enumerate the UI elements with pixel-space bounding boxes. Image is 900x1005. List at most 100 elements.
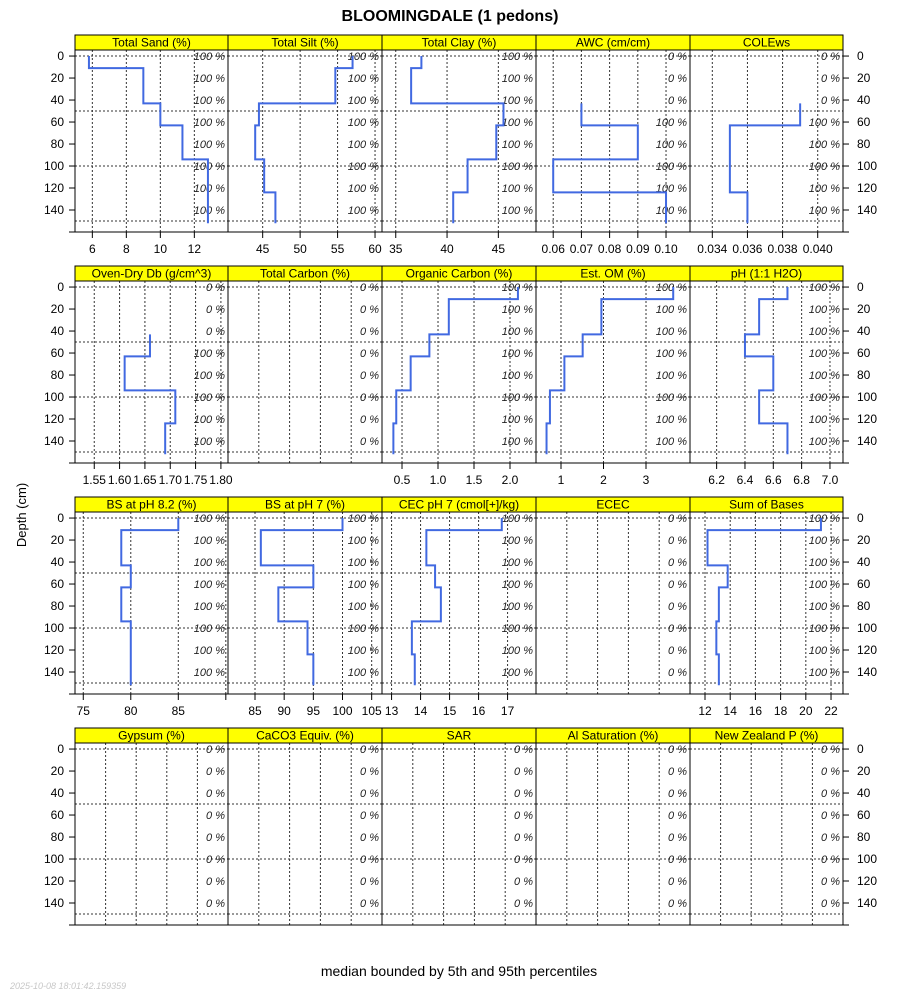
panel-title: pH (1:1 H2O) — [731, 267, 802, 281]
x-tick-label: 105 — [362, 704, 382, 718]
median-profile-line — [392, 287, 519, 455]
coverage-label: 0 % — [821, 898, 840, 910]
coverage-label: 100 % — [348, 645, 379, 657]
y-tick-label: 60 — [857, 115, 871, 129]
coverage-label: 0 % — [514, 788, 533, 800]
coverage-label: 100 % — [194, 667, 225, 679]
panel-title: Total Carbon (%) — [260, 267, 350, 281]
coverage-label: 0 % — [360, 326, 379, 338]
x-tick-label: 100 — [332, 704, 352, 718]
coverage-label: 100 % — [194, 117, 225, 129]
panel-new-zealand-p: New Zealand P (%)0 %0 %0 %0 %0 %0 %0 %0 … — [689, 727, 877, 926]
coverage-label: 0 % — [206, 876, 225, 888]
y-tick-label: 80 — [51, 599, 65, 613]
coverage-label: 100 % — [348, 513, 379, 525]
y-axis-label: Depth (cm) — [14, 483, 29, 547]
coverage-label: 0 % — [668, 876, 687, 888]
y-tick-label: 60 — [51, 115, 65, 129]
x-tick-label: 2.0 — [502, 473, 519, 487]
panel-ecec: ECEC 0 % 0 % 0 % 0 % 0 % 0 % 0 % 0 % — [535, 496, 691, 695]
panel-organic-carbon: Organic Carbon (%) 100 % 100 % 100 % 100 % 10… — [381, 265, 537, 487]
coverage-label: 100 % — [502, 51, 533, 63]
y-tick-label: 0 — [857, 742, 864, 756]
y-tick-label: 20 — [857, 302, 871, 316]
coverage-label: 0 % — [821, 51, 840, 63]
coverage-label: 0 % — [514, 766, 533, 778]
y-tick-label: 120 — [44, 874, 64, 888]
x-tick-label: 85 — [248, 704, 262, 718]
coverage-label: 0 % — [514, 876, 533, 888]
coverage-label: 100 % — [502, 623, 533, 635]
y-tick-label: 40 — [857, 786, 871, 800]
coverage-label: 0 % — [360, 370, 379, 382]
y-tick-label: 60 — [857, 808, 871, 822]
panel-colews: COLEws 0 % 0 % 0 % 100 % 100 % 100 % 100 % 100 %… — [689, 34, 877, 256]
median-profile-line — [410, 56, 505, 224]
panel-title: Sum of Bases — [729, 498, 804, 512]
panel-total-clay: Total Clay (%) 100 % 100 % 100 % 100 % 100 % 1… — [381, 34, 537, 256]
coverage-label: 100 % — [656, 282, 687, 294]
coverage-label: 0 % — [360, 898, 379, 910]
x-tick-label: 0.040 — [803, 242, 833, 256]
x-tick-label: 50 — [293, 242, 307, 256]
coverage-label: 100 % — [656, 392, 687, 404]
x-tick-label: 18 — [774, 704, 788, 718]
y-tick-label: 100 — [857, 390, 877, 404]
coverage-label: 100 % — [502, 513, 533, 525]
coverage-label: 0 % — [514, 810, 533, 822]
coverage-label: 100 % — [656, 139, 687, 151]
x-tick-label: 12 — [188, 242, 202, 256]
coverage-label: 100 % — [809, 370, 840, 382]
coverage-label: 100 % — [194, 183, 225, 195]
x-tick-label: 0.07 — [570, 242, 594, 256]
coverage-label: 100 % — [194, 645, 225, 657]
y-tick-label: 20 — [857, 533, 871, 547]
coverage-label: 100 % — [656, 117, 687, 129]
y-tick-label: 80 — [51, 137, 65, 151]
x-tick-label: 16 — [749, 704, 763, 718]
panel-title: CEC pH 7 (cmol[+]/kg) — [399, 498, 519, 512]
coverage-label: 100 % — [809, 535, 840, 547]
panel-bs-at-ph-7: BS at pH 7 (%)100 %100 %100 %100 %100 %1… — [227, 496, 383, 718]
coverage-label: 0 % — [206, 766, 225, 778]
coverage-label: 100 % — [656, 161, 687, 173]
coverage-label: 100 % — [194, 348, 225, 360]
coverage-label: 100 % — [656, 370, 687, 382]
y-tick-label: 20 — [51, 764, 65, 778]
panel-title: CaCO3 Equiv. (%) — [256, 729, 354, 743]
coverage-label: 100 % — [502, 95, 533, 107]
x-tick-label: 0.08 — [598, 242, 622, 256]
panel-title: BS at pH 8.2 (%) — [106, 498, 196, 512]
coverage-label: 100 % — [809, 326, 840, 338]
median-profile-line — [545, 287, 675, 455]
coverage-label: 0 % — [821, 810, 840, 822]
coverage-label: 0 % — [668, 73, 687, 85]
panel-frame — [689, 511, 844, 695]
coverage-label: 100 % — [502, 645, 533, 657]
x-tick-label: 6.8 — [793, 473, 810, 487]
y-tick-label: 100 — [857, 159, 877, 173]
coverage-label: 0 % — [821, 95, 840, 107]
panel-title: Total Sand (%) — [112, 36, 191, 50]
coverage-label: 0 % — [668, 766, 687, 778]
y-tick-label: 0 — [57, 280, 64, 294]
coverage-label: 100 % — [502, 370, 533, 382]
coverage-label: 0 % — [668, 744, 687, 756]
coverage-label: 100 % — [348, 139, 379, 151]
coverage-label: 100 % — [809, 183, 840, 195]
median-profile-line — [254, 56, 354, 224]
panel-frame — [689, 742, 844, 926]
panel-title: New Zealand P (%) — [715, 729, 819, 743]
x-tick-label: 6.4 — [737, 473, 754, 487]
coverage-label: 100 % — [502, 535, 533, 547]
median-profile-line — [743, 287, 789, 455]
coverage-label: 100 % — [194, 601, 225, 613]
coverage-label: 100 % — [809, 414, 840, 426]
y-tick-label: 120 — [44, 181, 64, 195]
coverage-label: 100 % — [809, 513, 840, 525]
panel-frame — [535, 511, 691, 695]
x-tick-label: 0.06 — [542, 242, 566, 256]
y-tick-label: 100 — [857, 621, 877, 635]
median-profile-line — [259, 518, 344, 686]
